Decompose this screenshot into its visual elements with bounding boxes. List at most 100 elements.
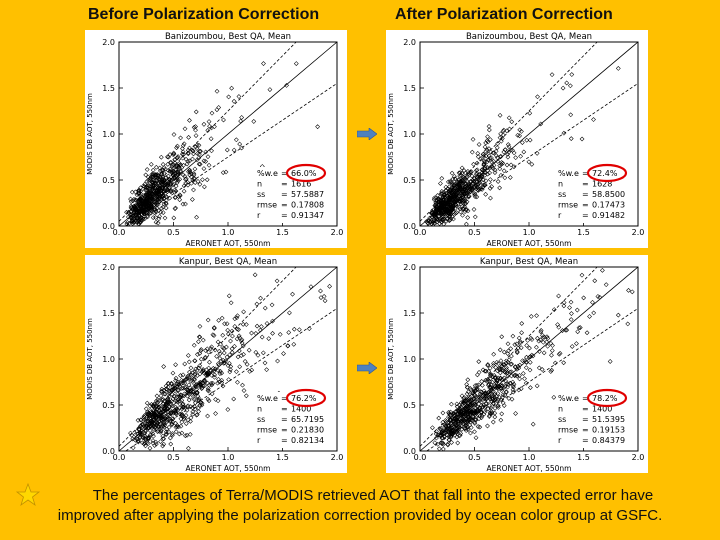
data-point [460,206,466,211]
data-point [475,179,480,185]
stat-label: rmse [257,201,277,210]
data-point [492,375,498,381]
data-point [444,215,450,221]
data-point [226,360,232,366]
data-point [173,429,179,435]
data-point [291,326,297,332]
data-point [470,410,476,416]
data-point [178,381,184,386]
data-point [510,387,516,393]
x-axis-label: AERONET AOT, 550nm [186,464,271,473]
stat-label: %w.e [558,169,579,178]
stat-value: 1628 [592,180,612,189]
data-point [175,387,181,393]
data-point [506,348,511,354]
data-point [498,366,504,372]
data-point [526,159,532,165]
data-point [191,151,196,157]
data-point [179,411,185,417]
data-point [488,195,493,201]
data-point [133,189,138,195]
data-point [172,383,178,389]
stat-value: 0.91482 [592,211,625,220]
data-point [473,186,479,192]
data-point [497,135,503,141]
data-point [136,210,142,215]
data-point [519,321,525,326]
data-point [197,161,203,167]
data-point [321,293,327,299]
stat-value: 0.84379 [592,436,625,445]
data-point [163,432,169,438]
data-point [567,305,572,310]
data-point [480,367,486,373]
data-point [186,445,191,451]
data-point [545,336,551,341]
data-point [198,347,204,352]
data-point [229,346,235,352]
data-point [491,351,497,357]
data-point [516,387,522,393]
data-point [501,127,507,133]
lower-error-line [125,308,338,452]
data-point [132,210,137,216]
data-point [425,220,431,225]
data-point [142,202,148,208]
data-point [183,201,188,207]
data-point [540,335,546,340]
data-point [130,445,136,451]
data-point [451,410,457,416]
data-point [561,360,567,366]
data-point [188,418,193,424]
data-point [498,375,503,381]
data-point [447,206,453,212]
data-point [498,138,504,144]
data-point [205,154,211,160]
data-point [457,196,463,202]
data-point [445,186,451,191]
data-point [150,402,156,408]
highlight-circle [285,388,327,408]
data-point [522,376,527,382]
data-point [463,403,469,409]
data-point [194,412,199,418]
data-point [520,358,525,364]
data-point [564,327,570,333]
data-point [477,398,483,404]
data-point [515,345,521,351]
data-point [472,396,477,402]
data-point [510,379,516,385]
data-point [186,359,192,365]
data-point [475,372,480,378]
data-point [138,192,144,197]
data-point [290,291,295,297]
data-point [155,420,161,426]
stat-value: 0.19153 [592,426,625,435]
data-point [435,441,441,447]
data-point [206,162,212,168]
data-point [500,392,506,398]
stat-equals: = [582,436,589,445]
data-point [193,133,199,138]
y-tick-label: 0.5 [403,401,416,410]
data-point [592,278,598,284]
data-point [541,350,547,356]
data-point [163,205,169,211]
data-point [236,94,242,99]
data-point [143,201,149,207]
data-point [529,337,535,342]
data-point [306,326,312,332]
data-point [153,219,159,225]
data-point [249,330,254,336]
data-point [456,182,462,188]
data-point [151,413,157,418]
data-point [515,132,521,138]
data-point [492,397,498,403]
stat-value: 57.5887 [291,190,324,199]
data-point [152,185,158,191]
data-point [524,137,530,143]
data-point [177,431,182,437]
data-point [465,208,471,214]
data-point [511,384,516,390]
data-point [205,386,211,391]
